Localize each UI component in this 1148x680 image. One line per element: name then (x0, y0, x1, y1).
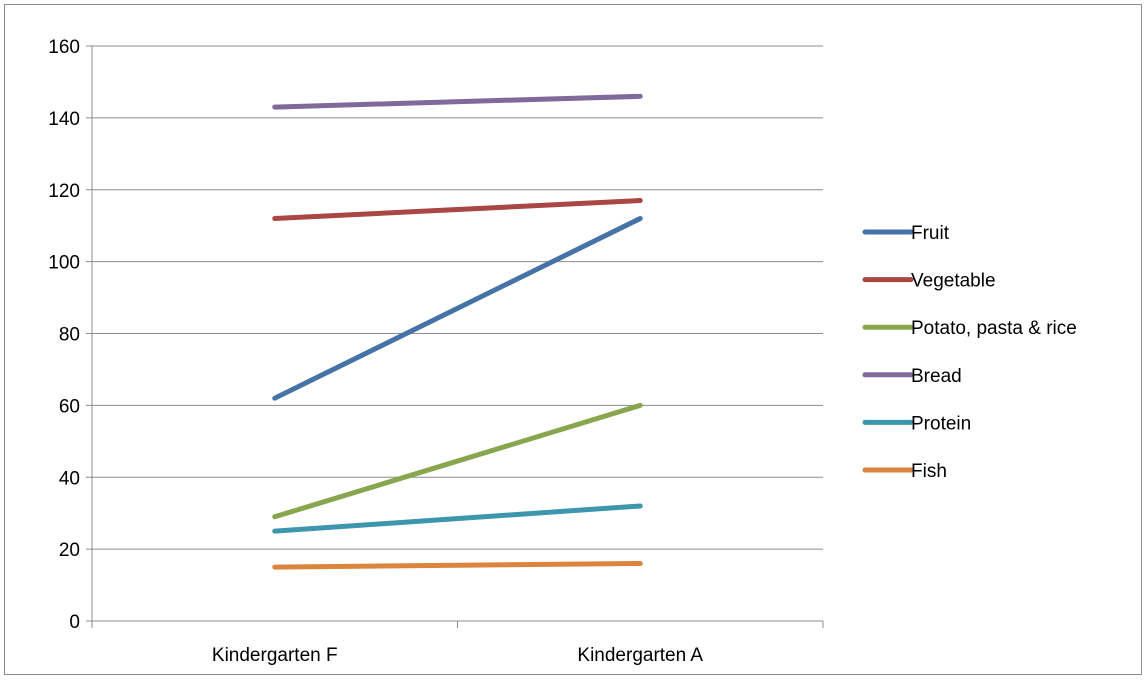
series-line-bread (272, 93, 643, 110)
legend: Fruit Vegetable Potato, pasta & rice Bread P… (862, 223, 1077, 482)
series-line-protein (272, 503, 643, 534)
y-tick-label: 0 (69, 612, 80, 633)
legend-label: Protein (911, 413, 971, 434)
y-tick-label: 140 (48, 109, 80, 130)
y-tick-label: 40 (59, 468, 80, 489)
series-line-potato-pasta-rice (272, 402, 643, 520)
series-lines (272, 93, 643, 570)
y-tick-label: 160 (48, 37, 80, 58)
y-tick-label: 60 (59, 396, 80, 417)
legend-label: Fish (911, 461, 947, 482)
legend-label: Fruit (911, 223, 950, 244)
x-tick-label: Kindergarten A (577, 645, 703, 666)
axes: 0 20 40 60 80 100 120 140 160 Kindergarten F Kinde… (48, 37, 824, 666)
legend-label: Bread (911, 366, 962, 387)
y-tick-label: 20 (59, 540, 80, 561)
series-line-fish (272, 561, 643, 570)
legend-label: Potato, pasta & rice (911, 318, 1077, 339)
legend-label: Vegetable (911, 271, 996, 292)
x-tick-label: Kindergarten F (212, 645, 338, 666)
series-line-fruit (272, 216, 643, 401)
series-line-vegetable (272, 198, 643, 221)
y-tick-label: 120 (48, 181, 80, 202)
y-tick-label: 100 (48, 253, 80, 274)
y-tick-label: 80 (59, 325, 80, 346)
gridlines (86, 45, 823, 622)
